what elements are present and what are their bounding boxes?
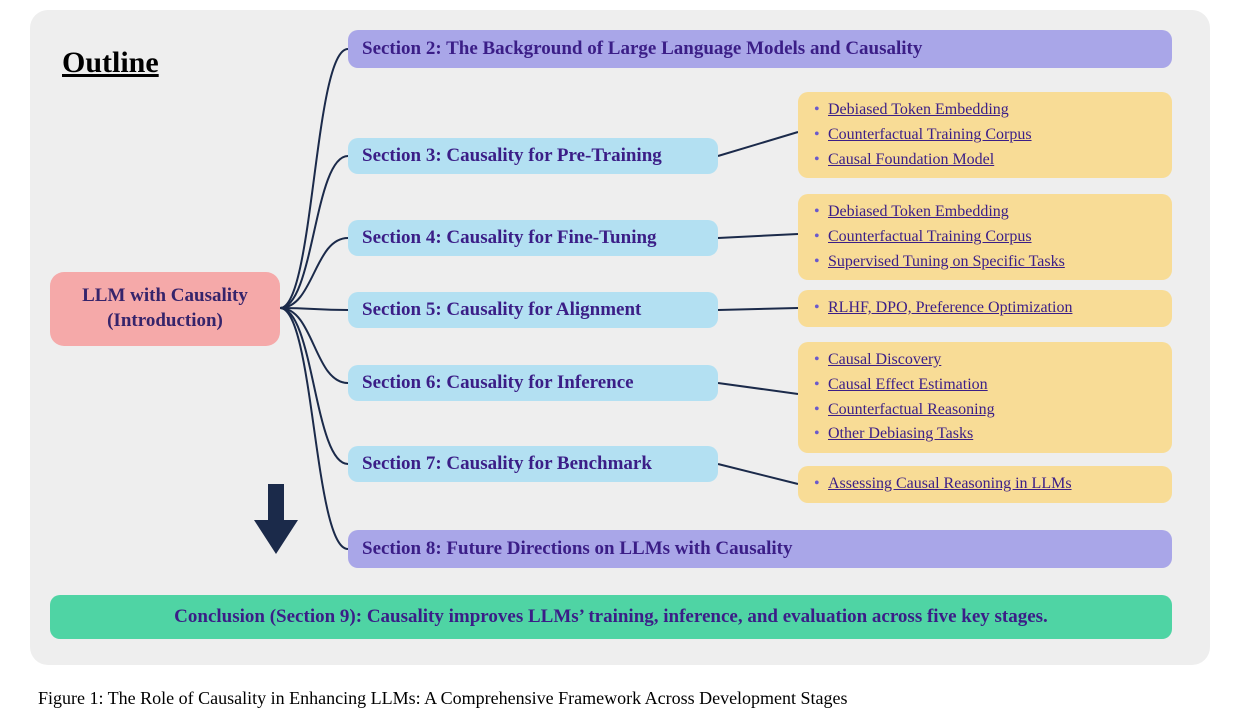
detail-link[interactable]: Counterfactual Training Corpus	[828, 228, 1032, 245]
conclusion-box: Conclusion (Section 9): Causality improv…	[50, 595, 1172, 639]
section-sec5: Section 5: Causality for Alignment	[348, 292, 718, 328]
detail-d5: RLHF, DPO, Preference Optimization	[798, 290, 1172, 327]
detail-item: Causal Effect Estimation	[812, 373, 1160, 398]
arrow-down-icon	[254, 484, 298, 554]
section-sec2: Section 2: The Background of Large Langu…	[348, 30, 1172, 68]
detail-item: RLHF, DPO, Preference Optimization	[812, 296, 1160, 321]
detail-item: Supervised Tuning on Specific Tasks	[812, 250, 1160, 275]
conclusion-text: Conclusion (Section 9): Causality improv…	[174, 606, 1048, 628]
root-line2: (Introduction)	[107, 310, 223, 331]
figure-caption: Figure 1: The Role of Causality in Enhan…	[38, 688, 848, 709]
detail-item: Causal Discovery	[812, 348, 1160, 373]
detail-item: Causal Foundation Model	[812, 148, 1160, 173]
detail-item: Debiased Token Embedding	[812, 98, 1160, 123]
detail-item: Debiased Token Embedding	[812, 200, 1160, 225]
detail-link[interactable]: Causal Effect Estimation	[828, 376, 988, 393]
detail-link[interactable]: Causal Foundation Model	[828, 151, 994, 168]
detail-link[interactable]: Assessing Causal Reasoning in LLMs	[828, 475, 1072, 492]
detail-item: Assessing Causal Reasoning in LLMs	[812, 472, 1160, 497]
detail-link[interactable]: Counterfactual Training Corpus	[828, 126, 1032, 143]
root-node: LLM with Causality (Introduction)	[50, 272, 280, 346]
root-line1: LLM with Causality	[82, 285, 248, 306]
detail-link[interactable]: Other Debiasing Tasks	[828, 425, 973, 442]
detail-link[interactable]: RLHF, DPO, Preference Optimization	[828, 299, 1072, 316]
outline-title: Outline	[62, 46, 159, 80]
detail-link[interactable]: Debiased Token Embedding	[828, 203, 1009, 220]
detail-link[interactable]: Causal Discovery	[828, 351, 941, 368]
detail-d7: Assessing Causal Reasoning in LLMs	[798, 466, 1172, 503]
detail-link[interactable]: Supervised Tuning on Specific Tasks	[828, 253, 1065, 270]
detail-link[interactable]: Debiased Token Embedding	[828, 101, 1009, 118]
detail-link[interactable]: Counterfactual Reasoning	[828, 401, 995, 418]
detail-d4: Debiased Token Embedding Counterfactual T…	[798, 194, 1172, 280]
section-sec4: Section 4: Causality for Fine-Tuning	[348, 220, 718, 256]
section-sec6: Section 6: Causality for Inference	[348, 365, 718, 401]
diagram-canvas: Outline LLM with Causality (Introduction…	[30, 10, 1210, 665]
detail-item: Counterfactual Training Corpus	[812, 123, 1160, 148]
detail-item: Counterfactual Reasoning	[812, 398, 1160, 423]
section-sec7: Section 7: Causality for Benchmark	[348, 446, 718, 482]
detail-d3: Debiased Token Embedding Counterfactual T…	[798, 92, 1172, 178]
detail-d6: Causal Discovery Causal Effect Estimation…	[798, 342, 1172, 453]
section-sec3: Section 3: Causality for Pre-Training	[348, 138, 718, 174]
detail-item: Other Debiasing Tasks	[812, 422, 1160, 447]
section-sec8: Section 8: Future Directions on LLMs wit…	[348, 530, 1172, 568]
detail-item: Counterfactual Training Corpus	[812, 225, 1160, 250]
